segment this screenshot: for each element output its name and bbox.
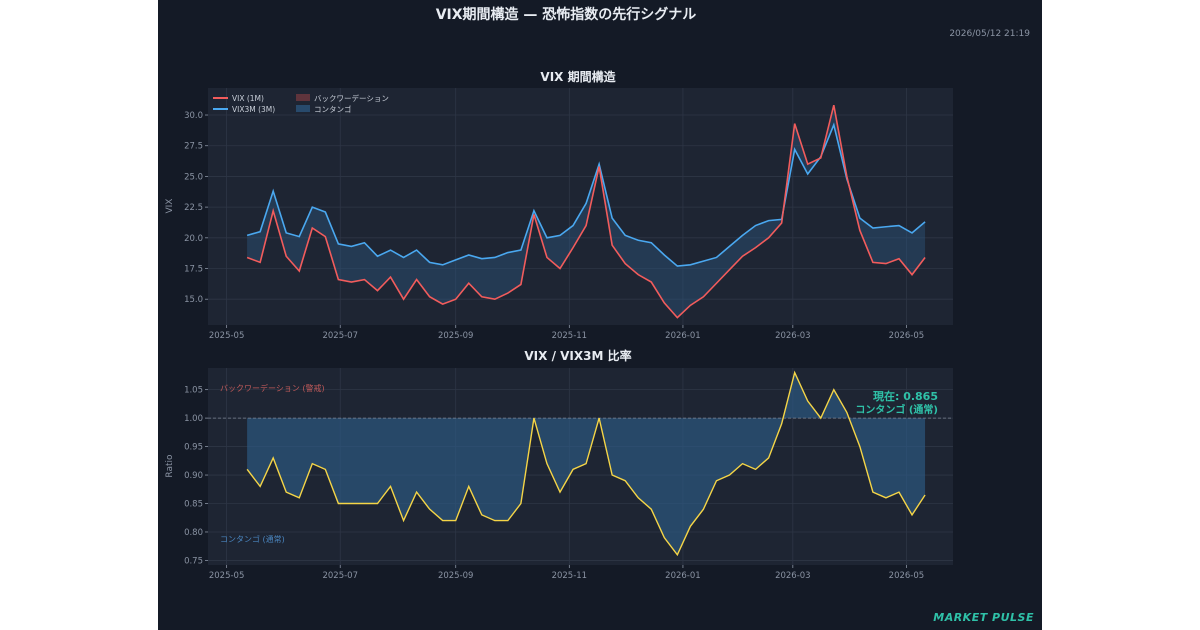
current-ratio-value: 現在: 0.865 — [873, 389, 938, 403]
top-plot-area — [208, 88, 953, 325]
y-tick-label: 1.05 — [184, 386, 203, 396]
vix-term-structure-chart: VIX 期間構造 15.0 17.5 20.0 22.5 25.0 27.5 30.0 20… — [165, 69, 953, 341]
backwardation-annotation: バックワーデーション (警戒) — [220, 383, 325, 393]
legend-vix3m-label: VIX3M (3M) — [232, 105, 275, 114]
top-series-lines — [246, 104, 926, 319]
bottom-x-ticks: 2025-05 2025-07 2025-09 2025-11 2026-01 2026-… — [209, 565, 924, 581]
bottom-series-lines — [246, 370, 926, 557]
vix3m-line — [246, 122, 926, 267]
legend-backwardation-label: バックワーデーション — [314, 93, 389, 103]
chart-panel: VIX期間構造 — 恐怖指数の先行シグナル 2026/05/12 21:19 V… — [158, 0, 1042, 630]
x-tick-label: 2026-03 — [775, 571, 811, 581]
x-tick-label: 2025-11 — [552, 331, 588, 341]
contango-annotation: コンタンゴ (通常) — [220, 534, 285, 544]
legend-vix-label: VIX (1M) — [232, 94, 264, 103]
top-chart-title: VIX 期間構造 — [540, 69, 616, 84]
vix-ratio-chart: VIX / VIX3M 比率 0.75 0.80 0.85 0.90 0.95 1.00 1… — [165, 348, 953, 581]
y-tick-label: 15.0 — [184, 295, 203, 305]
top-grid — [208, 88, 953, 325]
y-tick-label: 27.5 — [184, 142, 203, 152]
x-tick-label: 2025-09 — [438, 571, 474, 581]
x-tick-label: 2025-07 — [322, 331, 358, 341]
current-ratio-state: コンタンゴ (通常) — [855, 403, 938, 416]
contango-fill — [247, 105, 926, 318]
top-y-axis-label: VIX — [165, 199, 175, 214]
y-tick-label: 30.0 — [184, 111, 203, 121]
timestamp: 2026/05/12 21:19 — [949, 29, 1030, 39]
y-tick-label: 0.85 — [184, 500, 203, 510]
y-tick-label: 20.0 — [184, 234, 203, 244]
x-tick-label: 2025-05 — [209, 331, 245, 341]
brand-logo: MARKET PULSE — [933, 611, 1034, 624]
x-tick-label: 2026-03 — [775, 331, 811, 341]
y-tick-label: 0.80 — [184, 528, 203, 538]
x-tick-label: 2026-05 — [889, 571, 925, 581]
top-y-ticks: 15.0 17.5 20.0 22.5 25.0 27.5 30.0 — [184, 111, 208, 305]
x-tick-label: 2026-05 — [889, 331, 925, 341]
y-tick-label: 17.5 — [184, 265, 203, 275]
vix-line — [246, 104, 926, 319]
y-tick-label: 0.90 — [184, 471, 203, 481]
legend-contango-label: コンタンゴ — [314, 104, 352, 114]
top-legend: VIX (1M) VIX3M (3M) バックワーデーション コンタンゴ — [213, 93, 389, 114]
chart-canvas: VIX 期間構造 15.0 17.5 20.0 22.5 25.0 27.5 30.0 20… — [165, 69, 953, 581]
x-tick-label: 2025-07 — [322, 571, 358, 581]
bottom-chart-title: VIX / VIX3M 比率 — [524, 348, 631, 363]
x-tick-label: 2025-09 — [438, 331, 474, 341]
top-x-ticks: 2025-05 2025-07 2025-09 2025-11 2026-01 2026-… — [209, 325, 924, 341]
y-tick-label: 22.5 — [184, 203, 203, 213]
x-tick-label: 2026-01 — [665, 571, 701, 581]
top-fill-areas — [247, 105, 926, 318]
page-title: VIX期間構造 — 恐怖指数の先行シグナル — [435, 7, 697, 23]
y-tick-label: 0.95 — [184, 443, 203, 453]
bottom-y-ticks: 0.75 0.80 0.85 0.90 0.95 1.00 1.05 — [184, 386, 208, 566]
ratio-line — [246, 370, 926, 557]
x-tick-label: 2026-01 — [665, 331, 701, 341]
y-tick-label: 1.00 — [184, 414, 203, 424]
x-tick-label: 2025-11 — [552, 571, 588, 581]
legend-backwardation-swatch — [296, 94, 310, 101]
bottom-y-axis-label: Ratio — [165, 454, 175, 478]
legend-contango-swatch — [296, 105, 310, 112]
y-tick-label: 0.75 — [184, 556, 203, 566]
y-tick-label: 25.0 — [184, 172, 203, 182]
x-tick-label: 2025-05 — [209, 571, 245, 581]
